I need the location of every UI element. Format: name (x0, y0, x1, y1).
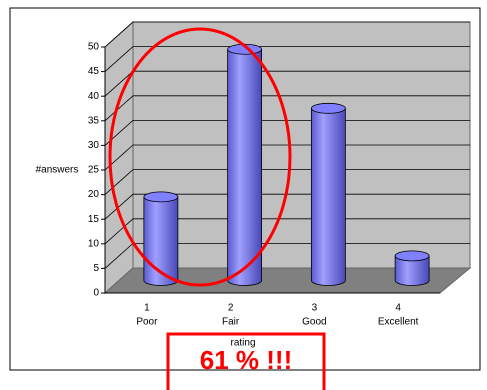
bar (310, 102, 346, 286)
y-tick-label: 5 (93, 263, 99, 274)
grid-line (104, 120, 470, 146)
y-tick-label: 50 (88, 42, 100, 53)
bar (227, 43, 263, 286)
x-tick-name: Excellent (378, 317, 419, 328)
x-tick-label: 3 (312, 303, 318, 314)
y-tick-label: 35 (88, 115, 100, 126)
bar-body (310, 107, 346, 286)
grid-line (104, 193, 470, 220)
highlight-ellipse (108, 27, 292, 287)
x-tick-name: Fair (222, 317, 240, 328)
annotation-box (166, 332, 326, 390)
x-tick-name: Good (302, 317, 326, 328)
y-tick-label: 20 (88, 189, 100, 200)
bar-body (227, 48, 263, 286)
x-tick-label: 2 (228, 303, 234, 314)
x-axis-label: rating (230, 338, 255, 349)
y-tick-label: 25 (88, 165, 100, 176)
grid-line (104, 46, 470, 72)
grid-line (104, 21, 470, 48)
y-axis-label: #answers (36, 165, 79, 176)
grid-line (104, 218, 470, 245)
y-tick-label: 30 (88, 140, 100, 151)
bar-top (310, 102, 346, 114)
y-tick-label: 40 (88, 91, 100, 102)
y-tick-label: 15 (88, 214, 100, 225)
bars (143, 43, 430, 286)
grid-line (104, 169, 470, 195)
y-tick-label: 0 (93, 288, 99, 299)
y-tick-label: 45 (88, 66, 100, 77)
bar (394, 250, 430, 286)
x-tick-label: 1 (144, 303, 150, 314)
bar-body (394, 255, 430, 286)
grid-line (104, 144, 470, 171)
x-tick-label: 4 (395, 303, 401, 314)
bar-top (394, 250, 430, 262)
x-tick-name: Poor (136, 317, 158, 328)
y-tick-label: 10 (88, 238, 100, 249)
bar-top (143, 191, 179, 203)
annotation: 61 % !!! (200, 345, 292, 375)
